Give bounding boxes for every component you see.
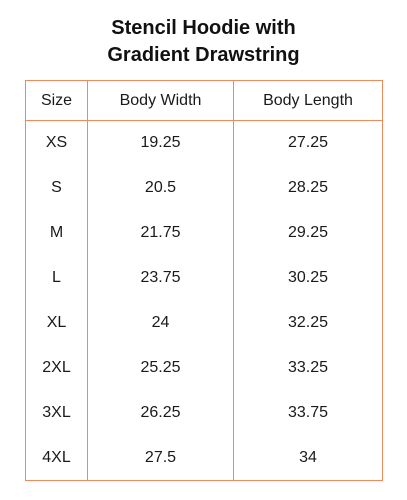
table-row: 3XL 26.25 33.75 (25, 390, 383, 436)
size-cell: M (25, 210, 88, 256)
header-body-length: Body Length (233, 80, 383, 121)
body-length-cell: 32.25 (233, 300, 383, 346)
body-width-cell: 27.5 (87, 435, 234, 481)
body-length-cell: 30.25 (233, 255, 383, 301)
body-length-cell: 28.25 (233, 165, 383, 211)
size-cell: XS (25, 120, 88, 166)
body-length-cell: 34 (233, 435, 383, 481)
body-length-cell: 27.25 (233, 120, 383, 166)
table-row: L 23.75 30.25 (25, 255, 383, 301)
title-line-2: Gradient Drawstring (107, 44, 300, 66)
header-row: Size Body Width Body Length (25, 80, 383, 121)
body-width-cell: 19.25 (87, 120, 234, 166)
table-row: 4XL 27.5 34 (25, 435, 383, 481)
size-cell: XL (25, 300, 88, 346)
body-width-cell: 26.25 (87, 390, 234, 436)
body-length-cell: 33.25 (233, 345, 383, 391)
body-width-cell: 21.75 (87, 210, 234, 256)
table-row: XS 19.25 27.25 (25, 120, 383, 166)
size-cell: 3XL (25, 390, 88, 436)
size-cell: 4XL (25, 435, 88, 481)
page-title: Stencil Hoodie with Gradient Drawstring (0, 15, 407, 69)
table-row: 2XL 25.25 33.25 (25, 345, 383, 391)
body-length-cell: 29.25 (233, 210, 383, 256)
header-body-width: Body Width (87, 80, 234, 121)
table-row: M 21.75 29.25 (25, 210, 383, 256)
header-size: Size (25, 80, 88, 121)
body-width-cell: 25.25 (87, 345, 234, 391)
body-width-cell: 23.75 (87, 255, 234, 301)
table-body: XS 19.25 27.25 S 20.5 28.25 M 21.75 29.2… (25, 120, 383, 481)
size-cell: S (25, 165, 88, 211)
size-chart-table: Size Body Width Body Length XS 19.25 27.… (25, 80, 383, 481)
table-row: XL 24 32.25 (25, 300, 383, 346)
body-width-cell: 24 (87, 300, 234, 346)
size-cell: 2XL (25, 345, 88, 391)
body-width-cell: 20.5 (87, 165, 234, 211)
table-row: S 20.5 28.25 (25, 165, 383, 211)
table-header: Size Body Width Body Length (25, 80, 383, 121)
title-line-1: Stencil Hoodie with (111, 17, 296, 39)
body-length-cell: 33.75 (233, 390, 383, 436)
size-cell: L (25, 255, 88, 301)
